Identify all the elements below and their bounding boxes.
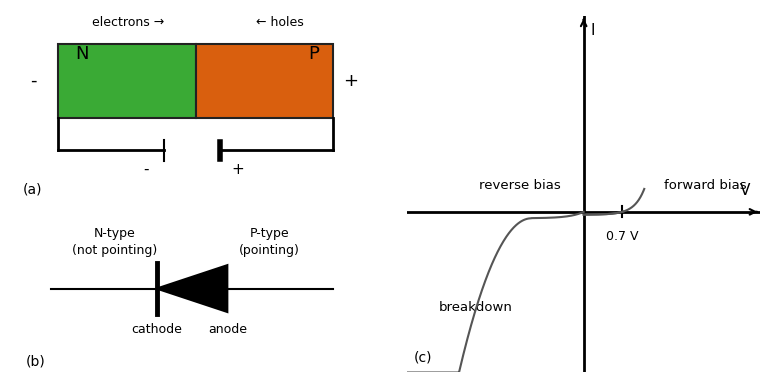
Bar — [196, 43, 333, 118]
Text: +: + — [343, 72, 359, 90]
Text: P: P — [308, 45, 319, 63]
Text: ← holes: ← holes — [257, 16, 304, 29]
Text: reverse bias: reverse bias — [478, 179, 561, 192]
Text: +: + — [231, 162, 244, 177]
Text: anode: anode — [208, 323, 247, 336]
Text: P-type
(pointing): P-type (pointing) — [240, 227, 300, 258]
Text: I: I — [590, 23, 594, 38]
Text: V: V — [740, 183, 750, 197]
Text: cathode: cathode — [131, 323, 182, 336]
Text: N-type
(not pointing): N-type (not pointing) — [71, 227, 157, 258]
Text: breakdown: breakdown — [439, 301, 513, 314]
Text: electrons →: electrons → — [92, 16, 164, 29]
Polygon shape — [157, 265, 227, 312]
Text: (a): (a) — [22, 182, 42, 196]
Text: 0.7 V: 0.7 V — [606, 230, 638, 243]
Text: forward bias: forward bias — [664, 179, 747, 192]
Text: N: N — [75, 45, 89, 63]
Text: (b): (b) — [26, 355, 46, 369]
Text: -: - — [30, 72, 36, 90]
Text: (c): (c) — [413, 351, 432, 365]
Text: -: - — [144, 162, 149, 177]
Bar — [58, 43, 196, 118]
